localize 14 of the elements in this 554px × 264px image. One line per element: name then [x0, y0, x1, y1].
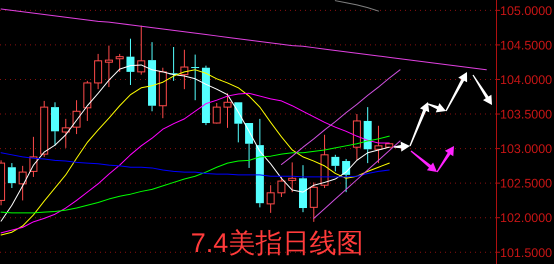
line-series	[334, 0, 379, 12]
y-tick-label: 104.5000	[500, 38, 552, 52]
y-tick-label: 104.0000	[500, 72, 552, 87]
y-tick-label: 105.0000	[500, 4, 552, 18]
y-tick-label: 102.5000	[500, 176, 552, 191]
line-series	[0, 8, 487, 70]
y-tick-label: 102.0000	[500, 211, 552, 226]
line-series	[0, 136, 390, 214]
line-series	[0, 152, 390, 178]
line-series	[280, 69, 401, 165]
text: 7.4美指日线图	[190, 228, 364, 258]
y-tick-label: 103.0000	[500, 142, 552, 156]
y-tick-label: 103.5000	[500, 108, 552, 122]
y-tick-label: 101.5000	[500, 246, 552, 260]
